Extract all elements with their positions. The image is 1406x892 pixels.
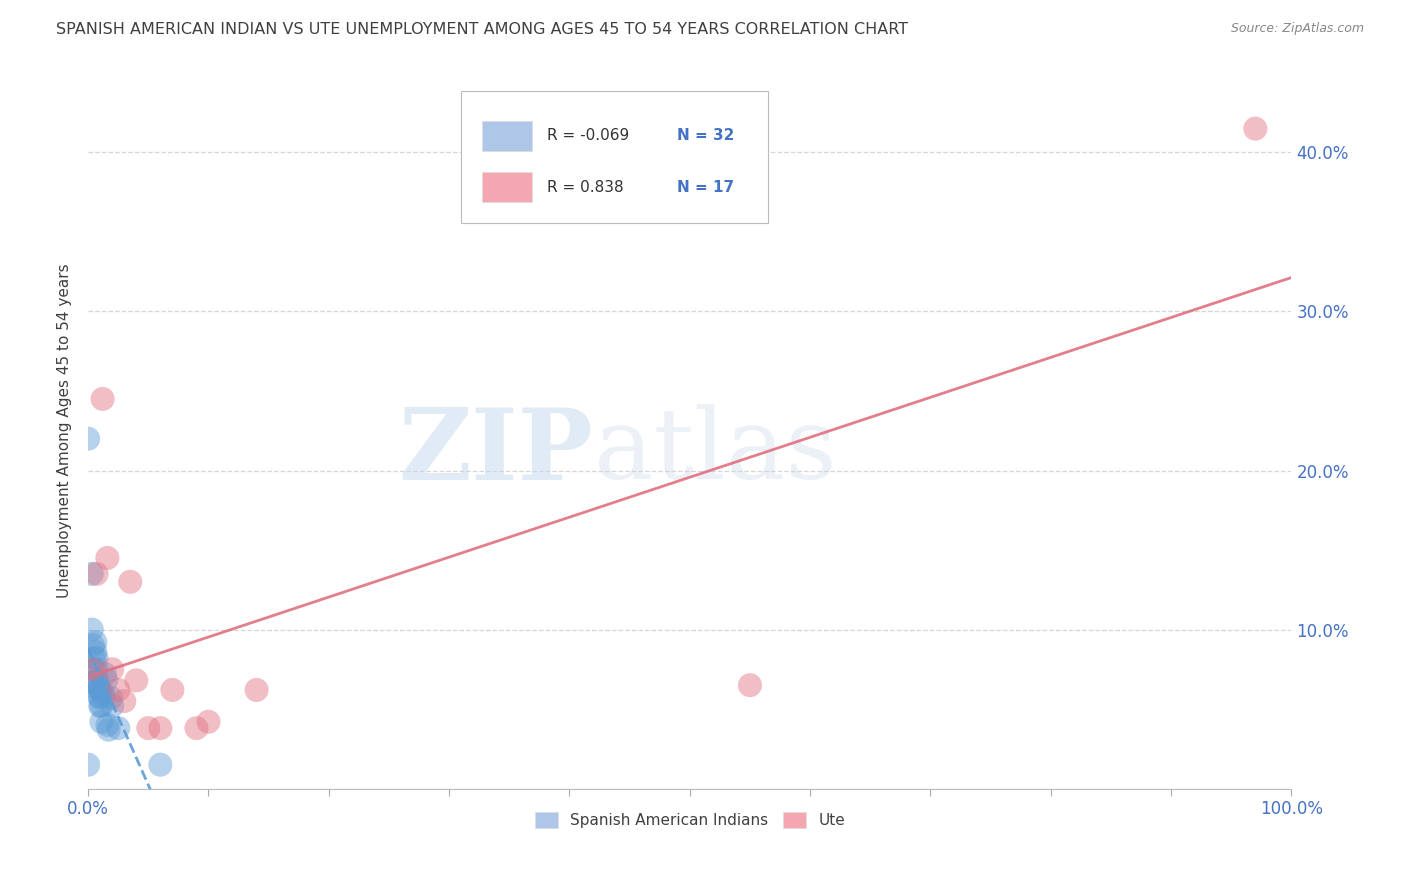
Point (1244, 121, 1267, 136)
Point (136, 721, 159, 735)
Point (83, 675, 105, 690)
Point (87, 681, 110, 696)
Point (91, 392, 114, 406)
Point (86, 662, 108, 676)
Point (83, 662, 105, 676)
Point (94, 667, 117, 681)
Text: atlas: atlas (593, 404, 837, 500)
Point (162, 682, 184, 697)
Y-axis label: Unemployment Among Ages 45 to 54 years: Unemployment Among Ages 45 to 54 years (58, 263, 72, 598)
Point (107, 721, 129, 735)
Point (96, 673, 118, 688)
Point (101, 698, 124, 713)
Point (89, 690, 111, 705)
FancyBboxPatch shape (482, 172, 533, 202)
Point (97, 723, 120, 737)
Point (84, 645, 107, 659)
Point (125, 673, 148, 688)
Point (87, 673, 110, 688)
Point (90, 698, 112, 713)
Point (91, 686, 114, 700)
Point (80, 623, 103, 637)
Point (77, 432, 100, 446)
Point (101, 662, 124, 676)
Point (149, 757, 172, 772)
Point (80, 662, 103, 676)
Point (96, 718, 118, 732)
Text: N = 32: N = 32 (676, 128, 734, 144)
Point (96, 551, 118, 566)
Point (100, 690, 122, 705)
Text: Source: ZipAtlas.com: Source: ZipAtlas.com (1230, 22, 1364, 36)
Point (86, 673, 108, 688)
Point (246, 682, 269, 697)
Point (86, 651, 108, 665)
Point (738, 678, 761, 692)
Point (86, 566, 108, 581)
Point (80, 566, 103, 581)
Point (77, 757, 100, 772)
Point (197, 714, 219, 729)
Point (87, 690, 110, 704)
Point (93, 690, 115, 704)
Legend: Spanish American Indians, Ute: Spanish American Indians, Ute (529, 806, 851, 835)
Point (82, 639, 104, 653)
Point (83, 651, 105, 665)
Point (112, 694, 135, 708)
Text: N = 17: N = 17 (676, 180, 734, 195)
Point (87, 682, 110, 697)
Text: ZIP: ZIP (399, 404, 593, 500)
Text: R = -0.069: R = -0.069 (547, 128, 628, 144)
Point (89, 682, 111, 697)
Point (90, 714, 112, 729)
Point (84, 635, 107, 649)
FancyBboxPatch shape (461, 91, 768, 223)
FancyBboxPatch shape (482, 121, 533, 151)
Point (107, 682, 129, 697)
Point (186, 721, 208, 735)
Point (120, 574, 142, 589)
Point (149, 721, 172, 735)
Point (89, 698, 111, 713)
Text: R = 0.838: R = 0.838 (547, 180, 623, 195)
Text: SPANISH AMERICAN INDIAN VS UTE UNEMPLOYMENT AMONG AGES 45 TO 54 YEARS CORRELATIO: SPANISH AMERICAN INDIAN VS UTE UNEMPLOYM… (56, 22, 908, 37)
